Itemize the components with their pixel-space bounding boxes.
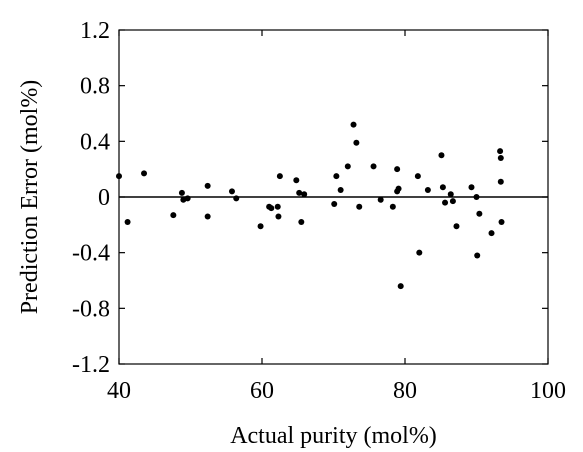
data-point — [268, 205, 275, 212]
data-point — [184, 195, 191, 202]
data-point — [453, 223, 460, 230]
data-point — [356, 203, 363, 210]
data-point — [337, 187, 344, 194]
data-point — [331, 200, 338, 207]
data-point — [296, 189, 303, 196]
data-point — [497, 178, 504, 185]
data-point — [257, 223, 264, 230]
data-point — [447, 191, 454, 198]
data-point — [370, 163, 377, 170]
data-point — [476, 210, 483, 217]
data-point — [228, 188, 235, 195]
data-point — [424, 187, 431, 194]
x-axis-title: Actual purity (mol%) — [230, 423, 437, 449]
data-point — [276, 173, 283, 180]
data-point — [301, 191, 308, 198]
x-axis-ticks: 40 60 80 100 — [107, 30, 566, 404]
data-point — [293, 177, 300, 184]
data-point — [497, 155, 504, 162]
data-point — [468, 184, 475, 191]
data-point — [474, 252, 481, 259]
y-tick-label: -0.4 — [72, 241, 110, 267]
data-point — [416, 249, 423, 256]
y-tick-label: 0.4 — [80, 129, 110, 155]
x-tick-label: 40 — [107, 378, 131, 404]
data-point — [438, 152, 445, 159]
data-point — [274, 203, 281, 210]
x-tick-label: 60 — [250, 378, 274, 404]
data-point — [124, 219, 131, 226]
data-point — [498, 219, 505, 226]
data-point — [204, 182, 211, 189]
data-point — [350, 121, 357, 128]
y-axis-ticks: -1.2 -0.8 -0.4 0 0.4 0.8 1.2 — [72, 18, 548, 378]
x-tick-label: 80 — [393, 378, 417, 404]
data-point — [275, 213, 282, 220]
y-tick-label: 0.8 — [80, 74, 110, 100]
data-point — [497, 148, 504, 155]
data-point — [442, 199, 449, 206]
data-points — [116, 121, 505, 290]
data-point — [439, 184, 446, 191]
data-point — [473, 194, 480, 200]
x-tick-label: 100 — [530, 378, 566, 404]
y-tick-label: 1.2 — [80, 18, 110, 44]
data-point — [141, 170, 148, 177]
y-axis-title: Prediction Error (mol%) — [17, 80, 43, 315]
data-point — [449, 198, 456, 205]
data-point — [397, 283, 404, 290]
data-point — [333, 173, 340, 180]
data-point — [204, 213, 211, 220]
y-tick-label: -1.2 — [72, 352, 110, 378]
data-point — [344, 163, 351, 170]
data-point — [394, 166, 401, 173]
y-tick-label: -0.8 — [72, 296, 110, 322]
data-point — [389, 203, 396, 210]
data-point — [395, 185, 402, 192]
data-point — [377, 196, 384, 203]
data-point — [353, 139, 360, 146]
data-point — [233, 195, 240, 202]
y-tick-label: 0 — [98, 185, 110, 211]
plot-frame — [118, 29, 549, 365]
data-point — [298, 219, 305, 226]
data-point — [178, 189, 185, 196]
data-point — [414, 173, 421, 180]
data-point — [488, 230, 495, 237]
data-point — [170, 212, 177, 219]
